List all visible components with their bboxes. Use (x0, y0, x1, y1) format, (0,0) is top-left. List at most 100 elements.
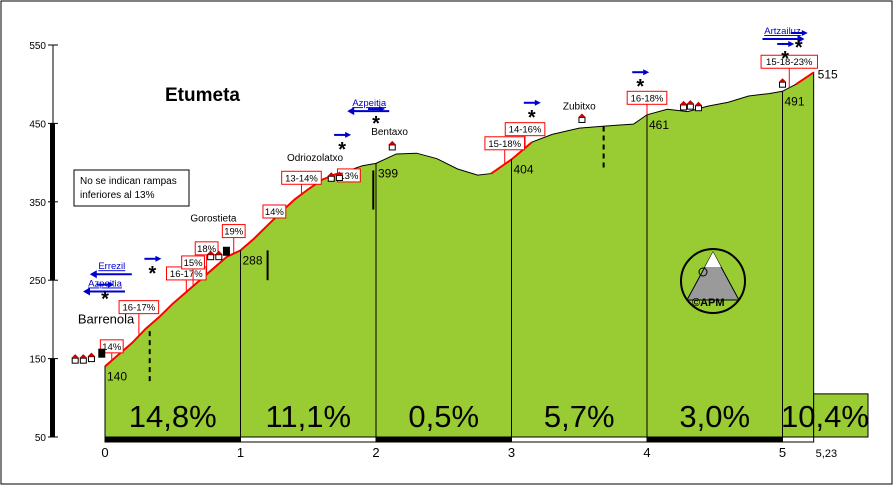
place-label: Bentaxo (371, 127, 408, 138)
ramp-label: 15% (184, 258, 204, 269)
place-label: Zubitxo (563, 101, 596, 112)
house-icon (335, 174, 343, 181)
roof-icon (335, 171, 344, 176)
star-icon: * (101, 289, 109, 311)
house-icon (578, 116, 586, 123)
roof-icon (71, 354, 80, 359)
y-tick-label: 350 (29, 198, 46, 209)
roof-icon (214, 250, 223, 255)
ramp-box (281, 170, 322, 185)
ramp-line (490, 141, 533, 175)
building-icon (98, 348, 106, 358)
logo-credit: ©APM (692, 297, 725, 309)
star-icon: * (149, 263, 157, 285)
ramp-box (194, 241, 219, 256)
x-tick-label: 0 (101, 445, 108, 460)
house-icon (87, 356, 95, 363)
y-tick-label: 550 (29, 41, 46, 52)
ramp-label: 16-17% (170, 269, 203, 280)
roof-icon (79, 354, 88, 359)
gradient-label: 5,7% (544, 399, 615, 434)
x-axis: 0 1 2 3 4 5 5,23 (101, 436, 837, 460)
altitude-label: 288 (243, 253, 263, 267)
ramp-label: 13% (339, 171, 359, 182)
ramp-box (504, 122, 546, 137)
house-icon (680, 104, 688, 111)
star-icon: * (795, 37, 803, 59)
star-icon: * (781, 48, 789, 70)
apm-logo: ©APM (680, 248, 746, 314)
altitude-label: 404 (514, 162, 534, 176)
chart-title: Etumeta (165, 85, 240, 106)
profile-extension (813, 393, 869, 438)
ramp-box (118, 300, 160, 315)
y-axis: 50 150 250 350 450 550 (29, 41, 58, 444)
annotations: Barrenola Gorostieta Odriozolatxo Bentaxo Zu… (71, 26, 818, 364)
mountain-icon (686, 250, 740, 301)
arrow-head-icon (108, 281, 114, 288)
star-icon: * (372, 113, 380, 135)
ramp-box (484, 136, 526, 151)
house-icon (327, 175, 335, 182)
cyclist-icon (698, 267, 708, 277)
house-icon (79, 357, 87, 364)
x-tick-label: 3 (508, 445, 515, 460)
ramp-box (99, 339, 124, 354)
roof-icon (577, 113, 586, 118)
ramp-line (104, 169, 350, 368)
y-tick-label: 450 (29, 119, 46, 130)
altitude-label: 399 (378, 166, 398, 180)
arrow-head-icon (797, 35, 805, 44)
arrow-head-icon (83, 287, 90, 296)
profile-area: 140 288 399 404 461 491 515 (104, 67, 869, 438)
ramp-box (221, 224, 246, 239)
ramp-label: 15-18% (488, 139, 521, 150)
x-tick-label: 4 (643, 445, 650, 460)
direction-label: Artzailuz (764, 26, 801, 37)
km-scale-bar (646, 436, 783, 443)
note-line-1: No se indican rampas (80, 176, 177, 187)
arrow-head-icon (155, 255, 162, 262)
house-icon (207, 254, 215, 261)
y-tick-label: 150 (29, 355, 46, 366)
place-label: Barrenola (78, 311, 135, 326)
roof-icon (206, 250, 215, 255)
x-end-label: 5,23 (816, 448, 837, 460)
gradient-label: 3,0% (679, 399, 750, 434)
altitude-label: 515 (818, 67, 838, 81)
arrow-head-icon (347, 107, 355, 116)
gradient-labels: 14,8% 11,1% 0,5% 5,7% 3,0% 10,4% (129, 399, 869, 434)
ramp-line (795, 71, 815, 86)
house-icon (388, 144, 396, 151)
ramp-label: 13-14% (285, 173, 318, 184)
km-scale-bar (782, 436, 815, 443)
ramp-label: 19% (224, 227, 244, 238)
gradient-label: 0,5% (408, 399, 479, 434)
altitude-label: 140 (107, 369, 127, 383)
arrow-head-icon (801, 30, 808, 36)
arrow-head-icon (643, 69, 650, 76)
house-icon (215, 254, 223, 261)
place-label: Gorostieta (190, 213, 237, 224)
altitude-label: 461 (649, 118, 669, 132)
ramp-label: 14% (102, 342, 122, 353)
y-tick-label: 250 (29, 276, 46, 287)
direction-label: Azpeitia (352, 98, 387, 109)
arrow-head-icon (534, 99, 541, 106)
note-box-frame (73, 169, 190, 207)
ramp-label: 14-16% (509, 125, 542, 136)
star-icon: * (338, 139, 346, 161)
roof-icon (87, 352, 96, 357)
building-icon (222, 246, 230, 256)
direction-label: Errezil (98, 261, 125, 272)
roof-icon (388, 140, 397, 145)
ramp-box (262, 204, 287, 219)
ramp-box (760, 54, 818, 69)
ramp-label: 14% (265, 207, 285, 218)
km-scale-bar (375, 436, 512, 443)
house-icon (779, 81, 786, 88)
house-icon (71, 357, 79, 364)
logo-ring (680, 248, 746, 314)
